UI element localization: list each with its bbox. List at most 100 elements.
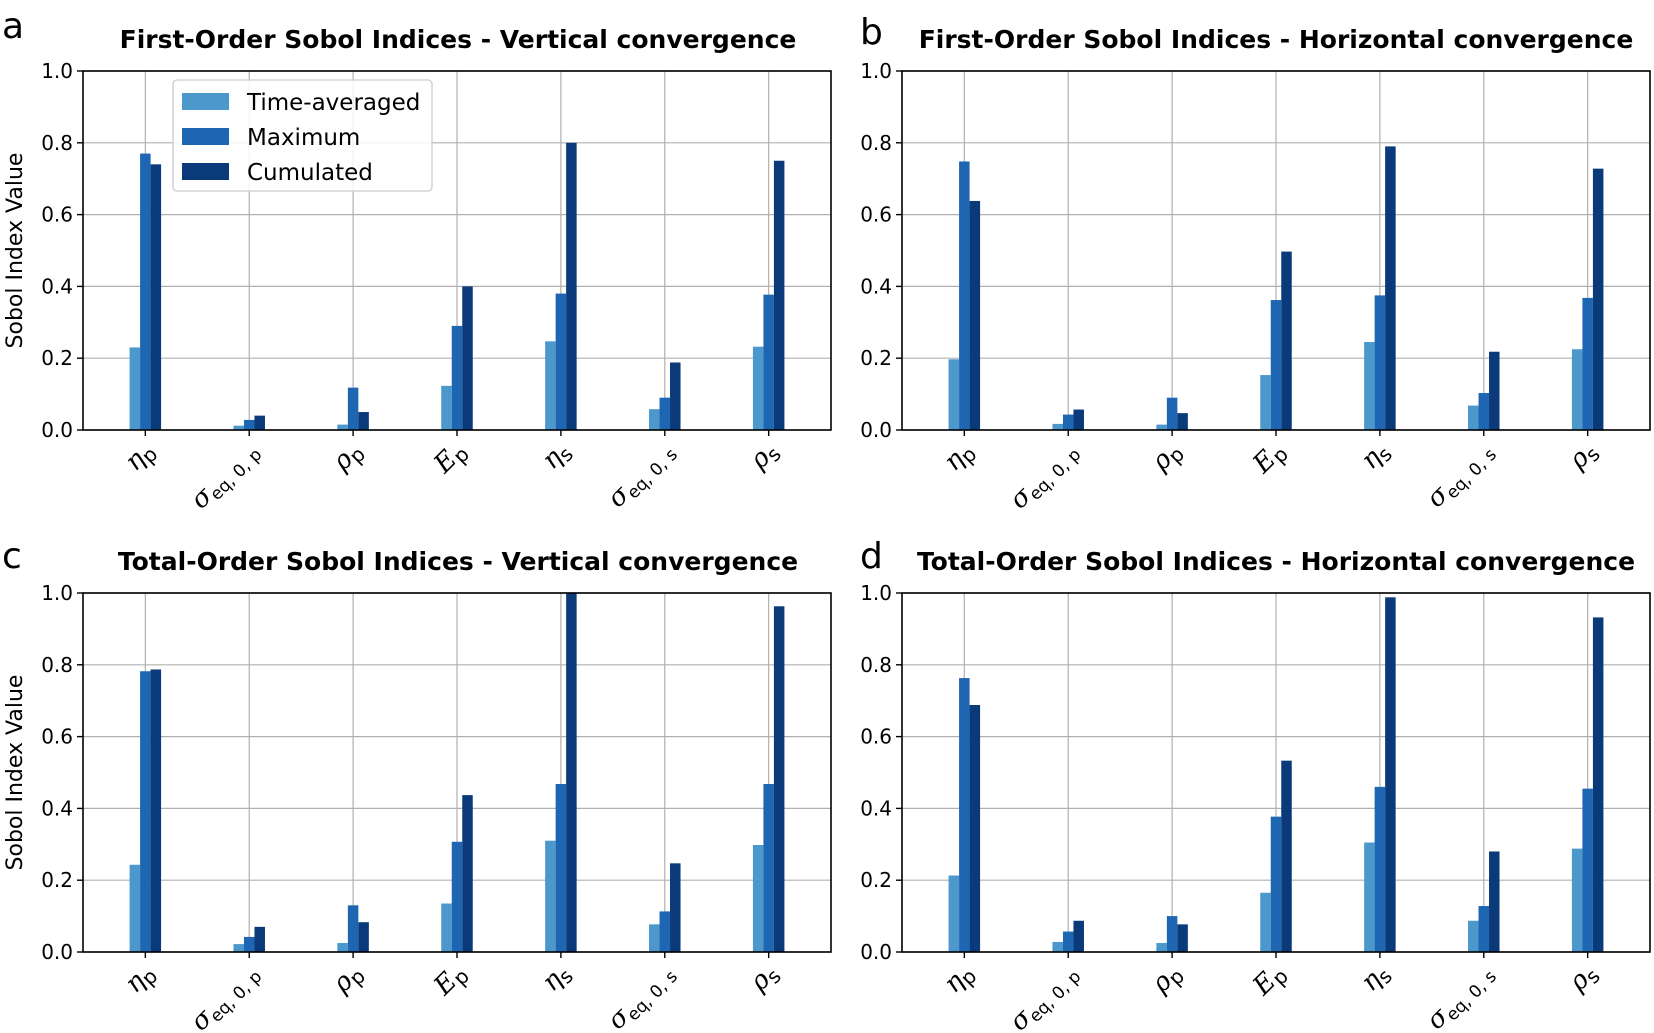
x-tick-label: ηs [1355,958,1397,1000]
panel-b: 0.0 0.2 0.4 0.6 0.8 1.0 ηp σeq, 0, p ρp Ep ηs σeq, … [860,12,1651,517]
y-tick-label: 0.8 [41,653,73,677]
bar-time-averaged-6 [1571,848,1583,952]
panel-letter: d [860,536,883,577]
bar-maximum-3 [1270,300,1282,430]
legend-label: Cumulated [247,160,373,186]
bar-cumulated-3 [1281,760,1292,952]
x-tick-label: σeq, 0, p [1004,436,1085,517]
panel-a: 0.0 0.2 0.4 0.6 0.8 1.0 ηp σeq, 0, p ρp Ep ηs σeq, … [2,6,832,517]
bar-maximum-3 [1270,816,1282,952]
bar-cumulated-6 [1592,168,1604,430]
bar-cumulated-0 [150,164,162,430]
y-tick-label: 0.2 [41,868,73,892]
bar-cumulated-5 [1489,351,1500,430]
legend-swatch [182,163,229,180]
bar-cumulated-5 [670,362,681,430]
y-axis-label: Sobol Index Value [3,153,28,349]
panel-letter: c [2,536,22,577]
bar-cumulated-6 [1592,617,1604,952]
bar-cumulated-0 [969,705,981,952]
y-tick-label: 0.8 [860,131,892,155]
y-tick-label: 0.0 [41,940,73,964]
panel-letter: a [2,6,24,47]
bar-cumulated-6 [773,160,785,430]
bar-maximum-5 [1478,906,1490,952]
bar-cumulated-1 [1073,409,1084,430]
bar-time-averaged-5 [649,924,660,952]
bar-maximum-6 [1582,297,1593,430]
y-tick-label: 0.0 [860,418,892,442]
y-tick-label: 0.8 [860,653,892,677]
y-tick-label: 0.6 [860,203,892,227]
bar-maximum-0 [959,161,970,430]
x-tick-label: ρs [1563,958,1605,1000]
legend-swatch [182,128,229,145]
y-tick-label: 1.0 [41,59,73,83]
x-tick-label: σeq, 0, p [1004,958,1085,1033]
panel-title: Total-Order Sobol Indices - Vertical con… [118,547,798,576]
panel-c: 0.0 0.2 0.4 0.6 0.8 1.0 ηp σeq, 0, p ρp Ep ηs σeq, … [2,536,832,1033]
panel-title: First-Order Sobol Indices - Horizontal c… [919,25,1634,54]
bar-maximum-6 [763,294,774,430]
y-tick-label: 0.2 [860,868,892,892]
x-tick-label: σeq, 0, s [1421,958,1501,1033]
bar-cumulated-2 [358,412,369,430]
legend-swatch [182,93,229,110]
bar-time-averaged-0 [948,875,960,952]
bar-cumulated-2 [358,922,369,952]
bar-maximum-6 [763,783,774,952]
legend-label: Maximum [247,125,360,151]
bar-time-averaged-3 [441,385,452,430]
y-tick-label: 0.6 [860,725,892,749]
x-tick-label: ρs [1563,436,1605,478]
bar-time-averaged-4 [1364,342,1375,430]
bar-maximum-4 [555,783,567,952]
x-tick-label: Ep [428,958,474,1004]
y-tick-label: 0.0 [41,418,73,442]
panel-title: Total-Order Sobol Indices - Horizontal c… [917,547,1635,576]
bar-maximum-4 [1374,295,1386,430]
y-tick-label: 0.2 [41,346,73,370]
bar-cumulated-5 [670,863,681,952]
x-tick-label: ηs [1355,436,1397,478]
bar-maximum-1 [1062,931,1074,952]
bar-maximum-1 [243,419,255,430]
y-tick-label: 1.0 [860,59,892,83]
y-tick-label: 1.0 [41,581,73,605]
y-tick-label: 0.4 [41,274,73,298]
x-tick-label: ηp [938,436,981,479]
x-tick-label: ηp [938,958,981,1001]
bar-time-averaged-4 [545,840,556,952]
bar-time-averaged-5 [1468,405,1479,430]
x-tick-label: σeq, 0, p [185,436,266,517]
bar-time-averaged-1 [1052,423,1063,430]
bar-cumulated-4 [1385,146,1396,430]
bar-cumulated-4 [566,142,577,431]
bar-cumulated-6 [773,606,785,952]
bar-maximum-0 [140,671,151,952]
bar-maximum-1 [243,936,255,952]
legend-label: Time-averaged [246,90,420,116]
bar-time-averaged-6 [752,346,764,430]
x-tick-label: ρp [326,436,370,480]
bar-cumulated-3 [1281,251,1292,430]
x-tick-label: σeq, 0, p [185,958,266,1033]
bar-time-averaged-4 [1364,842,1375,952]
y-tick-label: 0.2 [860,346,892,370]
panel-letter: b [860,12,883,53]
x-tick-label: ρs [744,958,786,1000]
x-tick-label: ρs [744,436,786,478]
bar-maximum-1 [1062,414,1074,430]
bar-maximum-2 [347,387,359,430]
y-tick-label: 0.6 [41,203,73,227]
panel-d: 0.0 0.2 0.4 0.6 0.8 1.0 ηp σeq, 0, p ρp Ep ηs σeq, … [860,536,1651,1033]
bar-maximum-4 [555,293,567,430]
x-tick-label: ρp [326,958,370,1002]
bar-maximum-2 [347,905,359,952]
y-tick-label: 0.6 [41,725,73,749]
bar-time-averaged-2 [1156,943,1167,952]
y-tick-label: 0.4 [41,796,73,820]
bar-time-averaged-6 [752,845,764,952]
bar-cumulated-2 [1177,924,1188,952]
